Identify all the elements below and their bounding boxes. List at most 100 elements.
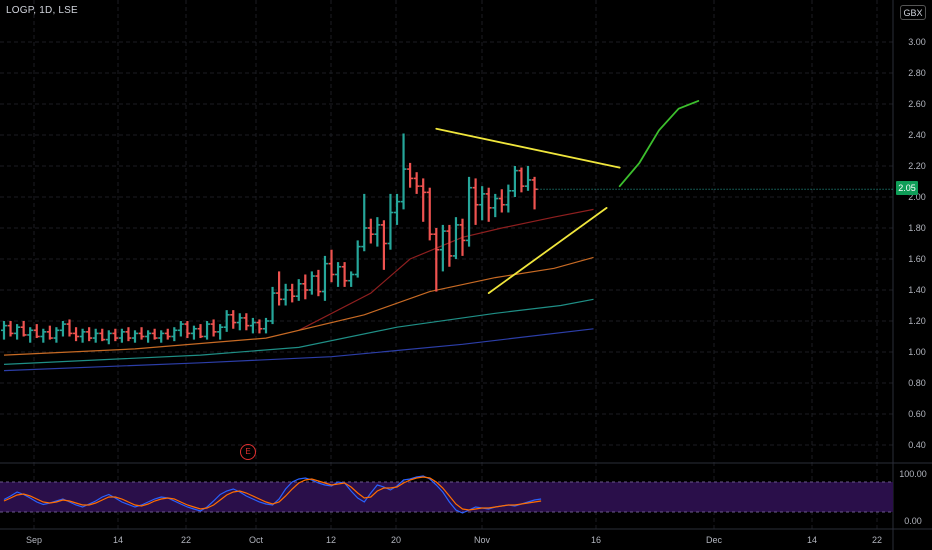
ohlc-bar [190, 325, 197, 340]
ohlc-bar [374, 217, 381, 247]
moving-average-line [3, 256, 594, 356]
ohlc-bar [466, 176, 473, 247]
ohlc-bar [439, 224, 446, 272]
ohlc-bar [276, 271, 283, 306]
price-tick-label: 0.60 [908, 409, 926, 419]
ohlc-bar [249, 317, 256, 334]
ohlc-bar [14, 324, 21, 340]
ohlc-bar [302, 274, 309, 300]
ohlc-bar [138, 327, 145, 340]
ohlc-bar [145, 330, 152, 343]
ohlc-bar [308, 271, 315, 295]
ohlc-bar [420, 178, 427, 222]
ohlc-bar [328, 249, 335, 283]
ohlc-bar [79, 328, 86, 343]
time-tick-label: 16 [591, 535, 601, 545]
ohlc-bar [282, 283, 289, 306]
ohlc-bar [118, 328, 125, 343]
resistance-trendline [435, 127, 621, 169]
ohlc-bar [413, 172, 420, 194]
ohlc-bar [177, 321, 184, 337]
time-tick-label: Sep [26, 535, 42, 545]
ohlc-bar [505, 184, 512, 213]
price-tick-label: 0.80 [908, 378, 926, 388]
ohlc-bar [59, 321, 66, 337]
stoch-line [3, 475, 542, 514]
ohlc-bar [256, 319, 263, 334]
price-tick-label: 2.40 [908, 130, 926, 140]
ohlc-bar [40, 328, 47, 343]
ohlc-bar [295, 279, 302, 301]
symbol-title[interactable]: LOGP, 1D, LSE [6, 5, 78, 16]
ohlc-bar [105, 330, 112, 345]
ohlc-bar [400, 133, 407, 210]
ohlc-bar [53, 327, 60, 343]
ohlc-bar [518, 167, 525, 193]
ohlc-bar [33, 324, 40, 339]
time-tick-label: 14 [113, 535, 123, 545]
time-tick-label: 14 [807, 535, 817, 545]
ohlc-bar [132, 330, 138, 343]
ohlc-bar [433, 228, 440, 292]
ohlc-bar [197, 324, 204, 339]
ohlc-bar [236, 313, 243, 331]
ohlc-bar [184, 321, 191, 339]
price-bars [1, 133, 538, 345]
ohlc-bar [151, 328, 158, 340]
ohlc-bar [217, 324, 224, 340]
currency-label[interactable]: GBX [900, 5, 926, 20]
ohlc-bar [20, 321, 27, 337]
ohlc-bar [73, 327, 80, 342]
time-tick-label: Oct [249, 535, 264, 545]
ohlc-bar [243, 313, 250, 331]
ohlc-bar [380, 220, 387, 270]
ohlc-bar [446, 224, 453, 267]
ohlc-bar [367, 218, 374, 244]
price-tick-label: 2.80 [908, 68, 926, 78]
ohlc-bar [263, 317, 269, 334]
ohlc-bar [86, 327, 93, 342]
ohlc-bar [27, 327, 34, 343]
ohlc-bar [289, 283, 296, 303]
time-tick-label: 22 [181, 535, 191, 545]
ohlc-bar [210, 319, 217, 337]
ohlc-bar [492, 193, 499, 218]
stoch-tick-label: 100.00 [899, 469, 927, 479]
ohlc-bar [46, 325, 53, 340]
ohlc-bar [525, 166, 531, 191]
moving-average-line [3, 298, 594, 365]
time-tick-label: 20 [391, 535, 401, 545]
ohlc-bar [171, 327, 178, 342]
price-tick-label: 1.60 [908, 254, 926, 264]
price-tick-label: 2.60 [908, 99, 926, 109]
stochastic-panel [0, 475, 893, 514]
price-tick-label: 2.20 [908, 161, 926, 171]
price-axis[interactable]: 3.00 2.80 2.60 2.40 2.20 2.00 1.80 1.60 1.40 1.20… [899, 37, 927, 526]
price-tick-label: 1.40 [908, 285, 926, 295]
ohlc-bar [164, 328, 171, 340]
ohlc-bar [1, 321, 7, 340]
ohlc-bar [315, 269, 322, 297]
ohlc-bar [112, 328, 119, 342]
ohlc-bar [99, 328, 106, 342]
projection-curve [618, 100, 700, 188]
ohlc-bar [321, 255, 328, 301]
ohlc-bar [479, 186, 486, 221]
ohlc-bar [459, 218, 466, 256]
time-tick-label: 22 [872, 535, 882, 545]
ohlc-bar [7, 321, 14, 337]
ohlc-bar [230, 310, 237, 329]
time-axis[interactable]: Sep 14 22 Oct 12 20 Nov 16 Dec 14 22 [26, 535, 882, 545]
ohlc-bar [223, 310, 230, 332]
ohlc-bar [498, 189, 505, 213]
ohlc-bar [125, 327, 132, 342]
trendline-drawings[interactable] [435, 100, 700, 294]
ohlc-bar [92, 328, 99, 343]
price-tick-label: 2.00 [908, 192, 926, 202]
earnings-marker-icon[interactable]: E [240, 444, 256, 460]
ohlc-bar [452, 217, 459, 259]
ohlc-bar [348, 271, 355, 287]
ohlc-bar [158, 330, 165, 343]
